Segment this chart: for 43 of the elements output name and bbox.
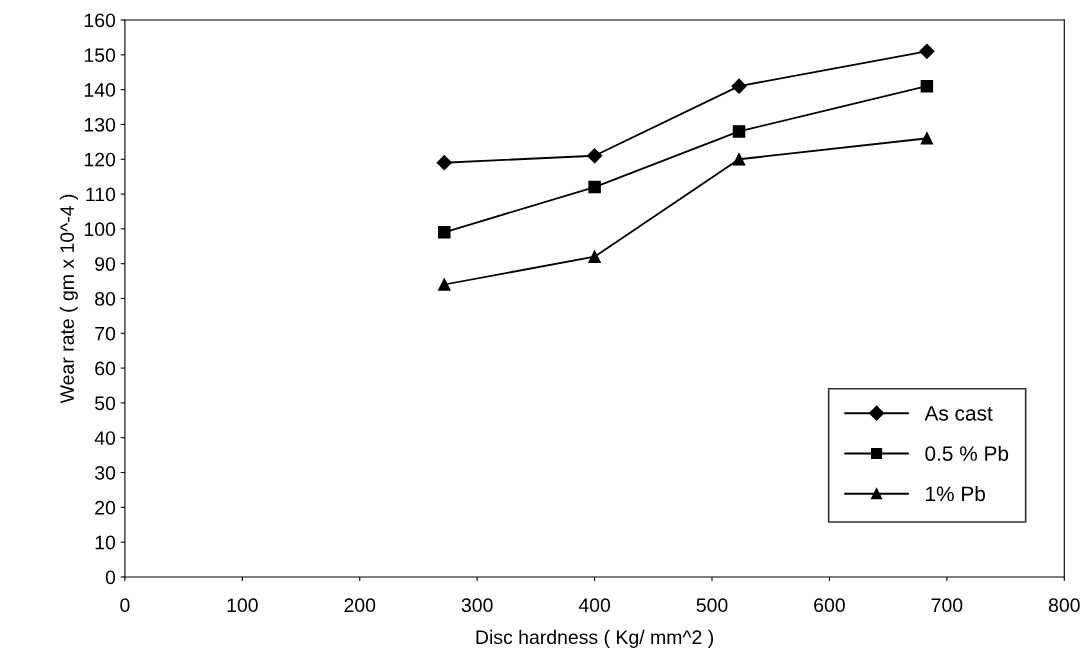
x-tick-label: 0 [120, 598, 130, 613]
point [438, 278, 451, 291]
y-tick-label: 50 [95, 396, 116, 411]
point [438, 226, 451, 239]
legend-label: As cast [924, 406, 993, 421]
x-tick-label: 300 [461, 598, 493, 613]
y-tick-label: 130 [84, 117, 116, 132]
y-tick-label: 100 [84, 222, 116, 237]
x-axis-title: Disc hardness ( Kg/ mm^2 ) [476, 629, 714, 648]
y-tick-label: 0 [105, 570, 116, 585]
y-tick-label: 150 [84, 48, 116, 63]
y-tick-label: 80 [95, 291, 116, 306]
point [436, 155, 452, 171]
point [920, 79, 934, 93]
x-tick-label: 200 [344, 598, 376, 613]
legend-label: 0.5 % Pb [925, 445, 1009, 461]
legend-label: 1% Pb [926, 485, 985, 502]
y-tick-label: 40 [94, 431, 116, 445]
y-tick-label: 90 [95, 257, 116, 271]
point [588, 250, 601, 263]
y-tick-label: 160 [84, 13, 116, 28]
y-tick-label: 20 [95, 500, 116, 515]
y-tick-label: 140 [84, 83, 116, 97]
point [732, 125, 746, 138]
y-tick-label: 10 [95, 535, 116, 550]
x-tick-label: 700 [931, 598, 963, 613]
x-tick-label: 500 [696, 598, 728, 613]
x-tick-label: 400 [578, 598, 611, 613]
y-axis-title: Wear rate ( gm x 10^-4 ) [59, 194, 78, 404]
point [732, 152, 746, 166]
point [587, 148, 603, 164]
y-tick-label: 30 [94, 466, 116, 480]
point [588, 180, 601, 194]
x-tick-label: 800 [1048, 598, 1080, 613]
point [731, 78, 747, 94]
y-tick-label: 120 [84, 152, 116, 167]
point [920, 132, 934, 145]
x-tick-label: 600 [814, 598, 845, 613]
y-tick-label: 70 [95, 326, 116, 341]
x-tick-label: 100 [227, 598, 258, 613]
y-tick-label: 60 [95, 361, 116, 376]
point [919, 43, 935, 59]
y-tick-label: 110 [86, 187, 116, 202]
